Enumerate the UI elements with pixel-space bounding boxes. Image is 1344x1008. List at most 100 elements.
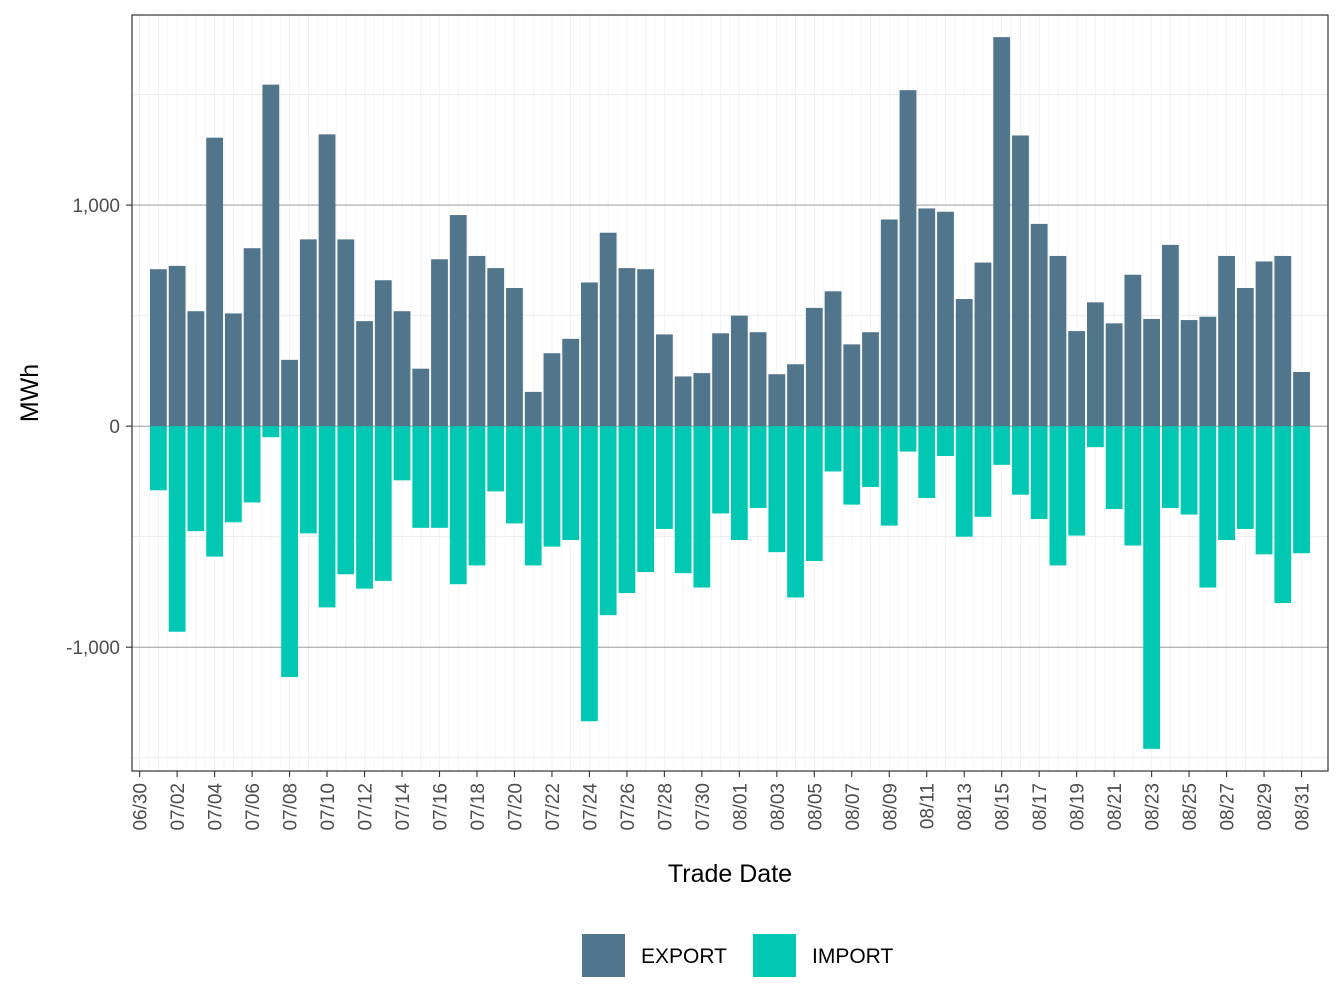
bar-export-08-22 [1124, 274, 1142, 427]
x-tick-label: 08/31 [1293, 783, 1314, 831]
bar-export-08-30 [1274, 255, 1292, 427]
bar-import-07-16 [431, 426, 448, 528]
bar-export-08-06 [824, 291, 842, 427]
bar-export-08-10 [899, 90, 917, 427]
y-axis-title: MWh [16, 364, 44, 422]
y-tick-label: 1,000 [72, 196, 120, 217]
bar-export-07-27 [637, 269, 655, 427]
bar-export-07-11 [337, 239, 355, 427]
bar-export-08-07 [843, 344, 861, 427]
bar-import-07-17 [449, 426, 467, 585]
bar-export-08-18 [1049, 255, 1067, 427]
bar-import-07-13 [374, 426, 392, 581]
x-tick-label: 07/30 [693, 783, 714, 831]
legend-label-export: EXPORT [641, 945, 727, 968]
bar-import-08-22 [1124, 426, 1142, 546]
bar-export-07-07 [262, 84, 280, 427]
bar-import-08-27 [1218, 426, 1235, 540]
bar-import-08-04 [787, 426, 804, 598]
bar-import-07-08 [281, 426, 298, 678]
x-tick-label: 08/05 [805, 783, 826, 831]
bar-export-08-15 [993, 37, 1011, 427]
bar-export-08-21 [1105, 323, 1123, 427]
bar-import-07-01 [150, 426, 167, 491]
bar-import-08-21 [1105, 426, 1123, 510]
bar-export-07-31 [712, 333, 729, 427]
x-tick-label: 07/04 [206, 783, 227, 831]
bar-export-07-18 [468, 255, 486, 427]
bar-export-07-21 [524, 391, 542, 427]
bar-import-07-05 [224, 426, 242, 523]
x-tick-label: 07/12 [356, 783, 377, 831]
x-tick-label: 08/17 [1030, 783, 1051, 831]
x-tick-label: 08/23 [1143, 783, 1164, 831]
x-tick-label: 07/28 [655, 783, 676, 831]
y-tick-label: -1,000 [66, 638, 120, 659]
bar-import-07-11 [337, 426, 355, 575]
bar-import-07-24 [581, 426, 598, 722]
bar-export-08-26 [1199, 316, 1217, 427]
bar-import-08-25 [1180, 426, 1198, 515]
bar-import-08-10 [899, 426, 917, 452]
bar-import-08-14 [974, 426, 992, 517]
bar-export-07-25 [599, 232, 617, 427]
bar-import-08-07 [843, 426, 861, 505]
bar-export-07-28 [655, 334, 673, 427]
bar-import-08-28 [1236, 426, 1254, 529]
bar-import-08-26 [1199, 426, 1217, 588]
bar-export-07-04 [206, 137, 224, 427]
x-axis-title: Trade Date [668, 860, 792, 888]
bar-export-08-14 [974, 262, 992, 427]
x-tick-label: 08/13 [955, 783, 976, 831]
bar-export-07-16 [431, 259, 448, 427]
x-tick-label: 08/09 [880, 783, 901, 831]
bar-export-07-19 [487, 268, 505, 427]
bar-import-08-24 [1161, 426, 1179, 508]
bar-import-07-09 [299, 426, 317, 534]
bar-export-07-02 [168, 265, 186, 427]
bar-export-07-09 [299, 239, 317, 427]
bar-export-07-08 [281, 359, 298, 427]
x-tick-label: 06/30 [131, 783, 152, 831]
bar-import-07-06 [243, 426, 261, 503]
bar-import-08-18 [1049, 426, 1067, 566]
bar-export-08-23 [1143, 318, 1161, 427]
bar-export-07-14 [393, 311, 411, 427]
bar-export-08-20 [1087, 302, 1104, 427]
bar-export-08-19 [1068, 331, 1086, 427]
legend-label-import: IMPORT [812, 945, 893, 968]
bar-import-08-09 [880, 426, 898, 526]
bar-export-07-13 [374, 280, 392, 427]
y-axis: -1,000 0 1,000 [66, 196, 132, 659]
bar-export-08-01 [730, 315, 748, 427]
bar-export-08-05 [805, 307, 823, 427]
bar-export-07-17 [449, 215, 467, 427]
bar-export-08-13 [955, 299, 973, 427]
x-tick-label: 08/29 [1255, 783, 1276, 831]
bar-export-08-27 [1218, 255, 1235, 427]
bar-import-07-12 [356, 426, 373, 589]
bar-export-08-29 [1255, 261, 1273, 427]
x-tick-label: 08/07 [843, 783, 864, 831]
x-tick-label: 07/26 [618, 783, 639, 831]
x-tick-label: 08/19 [1068, 783, 1089, 831]
bar-import-07-10 [318, 426, 336, 608]
bar-export-08-31 [1293, 372, 1310, 427]
bar-export-07-22 [543, 353, 561, 427]
bar-import-07-28 [655, 426, 673, 529]
bar-import-07-22 [543, 426, 561, 547]
bar-import-07-30 [693, 426, 711, 588]
y-tick-label: 0 [109, 417, 120, 438]
x-tick-label: 08/21 [1105, 783, 1126, 831]
bar-import-07-18 [468, 426, 486, 566]
x-tick-label: 08/11 [918, 783, 939, 829]
x-tick-label: 07/22 [543, 783, 564, 831]
bar-export-08-09 [880, 219, 898, 427]
x-tick-label: 07/20 [505, 783, 526, 831]
bar-export-08-03 [768, 374, 786, 427]
bar-import-08-06 [824, 426, 842, 472]
bar-import-08-13 [955, 426, 973, 537]
x-tick-label: 07/06 [243, 783, 264, 831]
bar-import-07-04 [206, 426, 224, 557]
